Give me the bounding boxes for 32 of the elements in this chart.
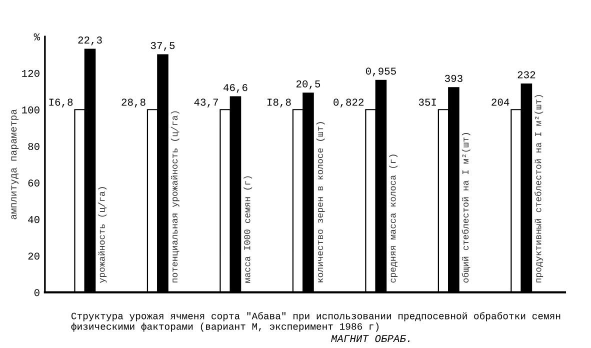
y-tick-label: 40 [28,216,40,224]
annotation: 46,6 [224,84,248,93]
annotation: 0,955 [366,68,396,76]
y-tick-label: 60 [28,180,40,187]
annotation: 43,7 [194,98,218,108]
y-tick-label: 0 [34,289,40,296]
annotation: 35I [418,98,436,106]
text: МАГНИТ ОБРАБ. [331,335,410,342]
x-tick-label: продуктивный стеблестой на I м²(шт) [534,95,544,282]
x-tick-label: потенциальная урожайность (ц/га) [170,111,180,282]
annotation: I8,8 [268,98,291,108]
annotation: 37,5 [150,42,175,51]
y-axis-title: амплитуда параметра [11,109,19,220]
annotation: 28,8 [122,98,146,108]
annotation: 204 [492,98,510,106]
annotation: 20,5 [296,80,320,90]
annotation: I6,8 [49,98,73,108]
annotation: 232 [518,71,536,78]
annotation: 393 [444,74,462,82]
x-tick-label: масса I000 семян (г) [244,176,252,283]
y-tick-label: 100 [22,106,40,114]
x-tick-label: общий стеблестой на I м²(шт) [462,133,470,283]
x-tick-label: урожайность (ц/га) [98,187,107,283]
annotation: 22,3 [78,36,102,46]
annotation: 0,822 [334,98,364,108]
y-tick-label: 80 [28,142,40,150]
text: Структура урожая ячменя сорта "Абава" при использовании предпосевной обработки семян физическими факторами (вариант М, эксперимент 1986 г) [71,312,560,332]
x-tick-label: количество зерен в колосе (шт) [316,122,325,282]
y-tick-label: 120 [22,70,40,77]
y-tick-label: 20 [28,252,40,260]
x-tick-label: средняя масса колоса (г) [389,154,398,283]
y-tick-label: % [34,33,40,40]
